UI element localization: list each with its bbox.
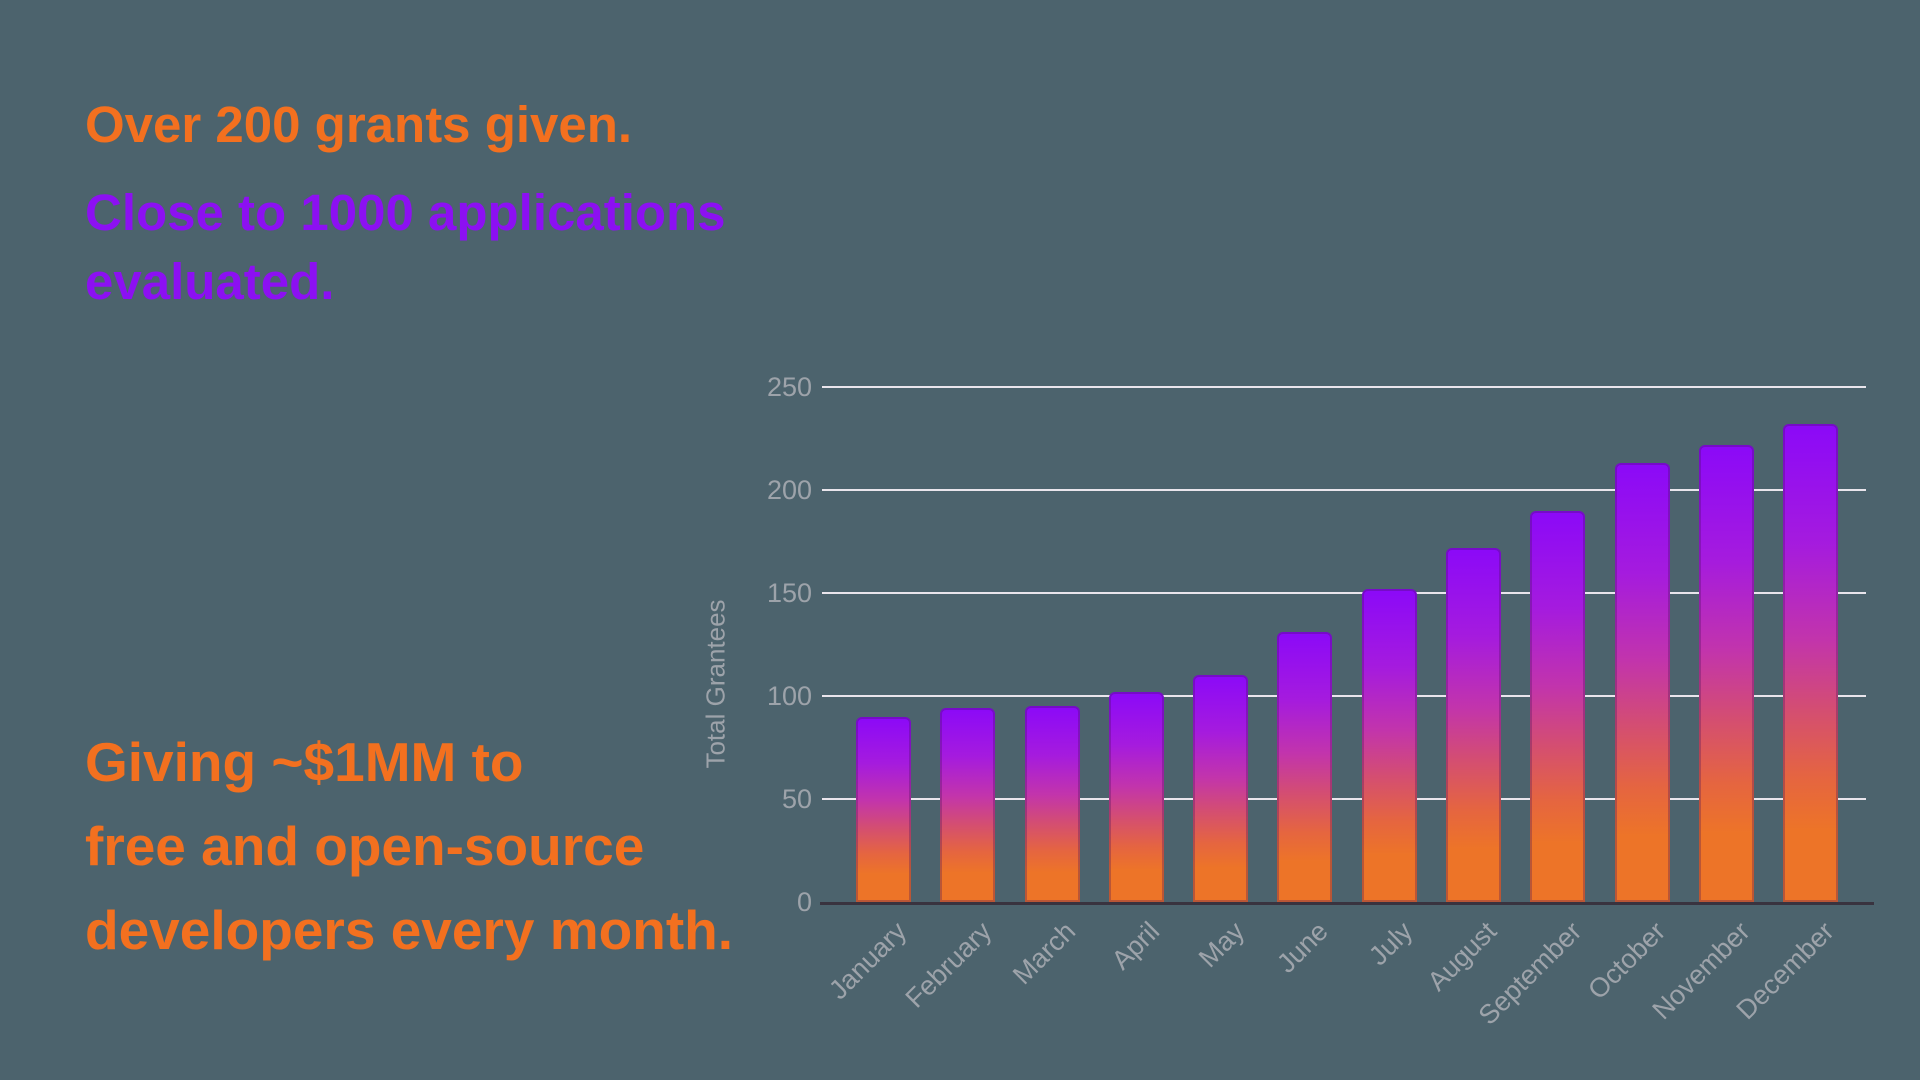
gridline-150	[822, 592, 1866, 594]
y-tick-label-200: 200	[766, 475, 812, 505]
headline-applications-line-2: evaluated.	[85, 253, 335, 310]
bar-september	[1530, 510, 1586, 902]
y-tick-label-250: 250	[766, 372, 812, 402]
x-tick-label-august: August	[1422, 916, 1503, 997]
y-axis-title: Total Grantees	[700, 599, 731, 769]
x-tick-label-june: June	[1271, 916, 1335, 979]
gridline-100	[822, 695, 1866, 697]
gridline-250	[822, 386, 1866, 388]
x-tick-label-may: May	[1192, 916, 1250, 974]
bar-march	[1024, 706, 1080, 902]
bar-december	[1783, 424, 1839, 902]
headline-grants: Over 200 grants given.	[85, 96, 633, 153]
x-tick-label-march: March	[1007, 916, 1082, 991]
bar-april	[1108, 691, 1164, 902]
y-tick-label-50: 50	[781, 784, 812, 814]
headline-applications-line-1: Close to 1000 applications	[85, 184, 726, 241]
gridline-50	[822, 798, 1866, 800]
footline-line-2: free and open-source	[85, 815, 645, 877]
bar-june	[1277, 632, 1333, 902]
bar-november	[1698, 444, 1754, 902]
y-tick-label-100: 100	[766, 681, 812, 711]
bar-october	[1614, 463, 1670, 902]
footline-line-3: developers every month.	[85, 899, 734, 961]
bar-january	[856, 716, 911, 902]
bar-may	[1193, 675, 1249, 902]
x-tick-label-february: February	[899, 916, 997, 1014]
footline-giving: Giving ~$1MM to free and open-source dev…	[85, 720, 733, 972]
x-tick-label-july: July	[1363, 916, 1419, 972]
x-tick-label-april: April	[1106, 916, 1166, 976]
bar-august	[1445, 547, 1501, 902]
headline-applications: Close to 1000 applications evaluated.	[85, 178, 726, 316]
y-tick-label-150: 150	[766, 578, 812, 608]
y-tick-label-0: 0	[796, 887, 812, 917]
footline-line-1: Giving ~$1MM to	[85, 731, 524, 793]
bar-february	[940, 708, 996, 902]
bar-july	[1361, 588, 1417, 902]
x-axis-line	[820, 902, 1874, 905]
gridline-200	[822, 489, 1866, 491]
